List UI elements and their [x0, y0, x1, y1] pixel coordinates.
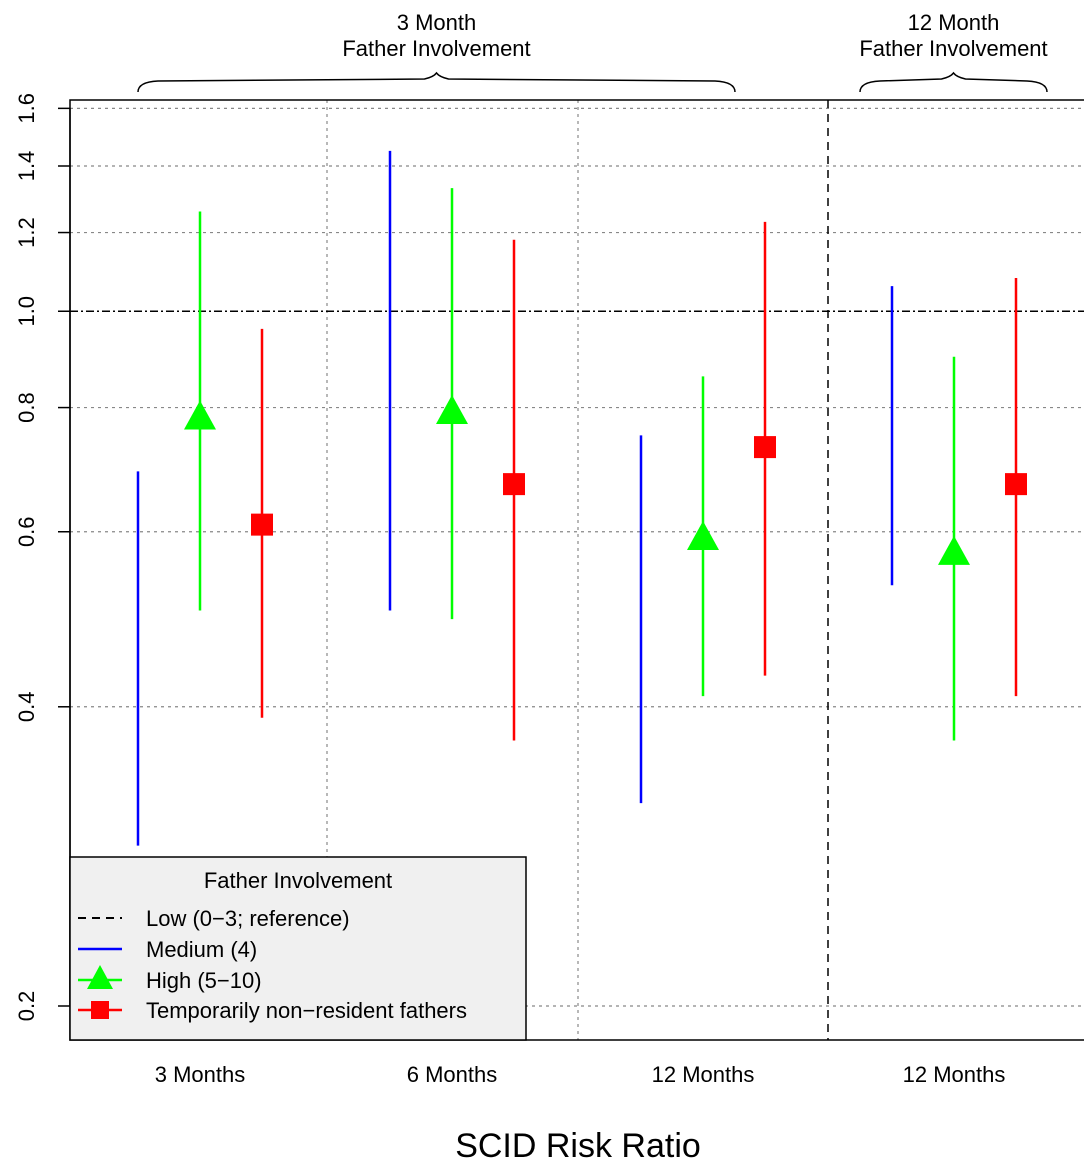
y-axis: 0.2 0.4 0.6 0.8 1.0 1.2 1.4 1.6 — [14, 93, 71, 1022]
legend-item-label: Temporarily non−resident fathers — [146, 998, 467, 1023]
legend-swatch-triangle — [87, 965, 113, 989]
gridlines — [70, 100, 1084, 1040]
y-tick-label: 1.4 — [14, 151, 39, 182]
legend-item-label: High (5−10) — [146, 968, 262, 993]
x-tick-label: 12 Months — [652, 1062, 755, 1087]
panel-label-line2: Father Involvement — [859, 36, 1047, 61]
y-tick-label: 1.0 — [14, 296, 39, 327]
legend: Father Involvement Low (0−3; reference) Me… — [69, 856, 527, 1041]
nonresident-estimate-marker — [503, 473, 525, 496]
legend-swatch-square — [91, 1001, 109, 1019]
high-estimate-marker — [687, 521, 719, 551]
panel-brace — [137, 71, 736, 93]
panel-label-line1: 12 Month — [908, 10, 1000, 35]
panel-brace — [859, 71, 1048, 93]
x-tick-label: 6 Months — [407, 1062, 498, 1087]
x-tick-label: 12 Months — [903, 1062, 1006, 1087]
nonresident-estimate-marker — [754, 436, 776, 459]
x-axis-title: SCID Risk Ratio — [455, 1127, 701, 1165]
y-tick-label: 0.8 — [14, 392, 39, 423]
legend-box — [69, 856, 527, 1041]
legend-item-label: Medium (4) — [146, 937, 257, 962]
legend-title: Father Involvement — [204, 868, 392, 893]
y-tick-label: 0.4 — [14, 691, 39, 722]
legend-item-label: Low (0−3; reference) — [146, 906, 350, 931]
data-marks — [136, 150, 1027, 846]
high-estimate-marker — [436, 395, 468, 425]
x-tick-label: 3 Months — [155, 1062, 246, 1087]
x-axis: 3 Months 6 Months 12 Months 12 Months — [155, 1062, 1006, 1087]
nonresident-estimate-marker — [1005, 473, 1027, 496]
y-tick-label: 0.2 — [14, 991, 39, 1022]
panel-label-line1: 3 Month — [397, 10, 477, 35]
y-tick-label: 1.2 — [14, 217, 39, 248]
nonresident-estimate-marker — [251, 513, 273, 536]
high-estimate-marker — [938, 535, 970, 565]
plot-frame — [69, 99, 1084, 1041]
y-tick-label: 1.6 — [14, 93, 39, 124]
high-estimate-marker — [184, 400, 216, 430]
y-tick-label: 0.6 — [14, 516, 39, 547]
panel-label-line2: Father Involvement — [342, 36, 530, 61]
